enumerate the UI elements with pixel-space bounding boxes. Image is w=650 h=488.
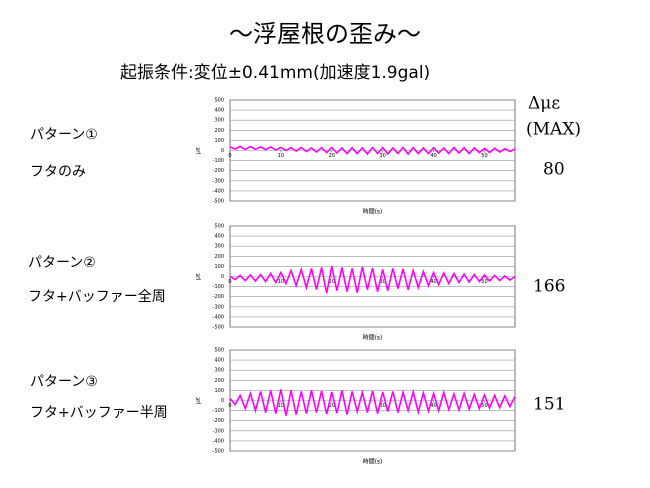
x-tick-label: 40 bbox=[430, 403, 436, 409]
y-axis-label: με bbox=[195, 147, 202, 154]
y-axis-label: με bbox=[195, 397, 202, 404]
y-tick-label: 100 bbox=[214, 264, 224, 270]
slide-title: ～浮屋根の歪み～ bbox=[229, 20, 421, 48]
x-axis-label: 時間(s) bbox=[363, 458, 383, 466]
data-line bbox=[229, 145, 516, 156]
pattern-label: パターン③ bbox=[30, 374, 98, 390]
max-value: 166 bbox=[533, 277, 565, 297]
y-tick-label: 200 bbox=[214, 254, 224, 260]
column-header: Δμε bbox=[528, 94, 560, 114]
subtitle: 起振条件:変位±0.41mm(加速度1.9gal) bbox=[120, 63, 430, 83]
x-tick-label: 20 bbox=[329, 279, 335, 285]
x-axis-label: 時間(s) bbox=[363, 334, 383, 342]
y-tick-label: -300 bbox=[213, 428, 224, 434]
y-tick-label: 500 bbox=[214, 224, 224, 230]
pattern-description: フタ+バッファー全周 bbox=[28, 288, 166, 305]
x-axis-label: 時間(s) bbox=[363, 208, 383, 216]
y-tick-label: -400 bbox=[213, 314, 224, 320]
y-tick-label: 300 bbox=[214, 368, 224, 374]
y-tick-label: 100 bbox=[214, 138, 224, 144]
pattern-label: パターン② bbox=[28, 255, 96, 271]
x-tick-label: 0 bbox=[228, 279, 231, 285]
pattern-description: フタのみ bbox=[30, 164, 86, 180]
y-tick-label: 0 bbox=[221, 274, 224, 280]
y-tick-label: 200 bbox=[214, 128, 224, 134]
y-tick-label: 0 bbox=[221, 148, 224, 154]
pattern-description: フタ+バッファー半周 bbox=[30, 405, 168, 421]
y-tick-label: 400 bbox=[214, 108, 224, 114]
y-tick-label: -100 bbox=[213, 158, 224, 164]
x-tick-label: 30 bbox=[379, 279, 385, 285]
data-line bbox=[229, 388, 516, 416]
y-tick-label: -300 bbox=[213, 304, 224, 310]
y-tick-label: -500 bbox=[213, 199, 224, 205]
y-tick-label: -200 bbox=[213, 418, 224, 424]
max-value: 80 bbox=[543, 160, 565, 180]
y-tick-label: 500 bbox=[214, 98, 224, 104]
y-tick-label: -200 bbox=[213, 294, 224, 300]
x-tick-label: 20 bbox=[329, 403, 335, 409]
y-tick-label: -400 bbox=[213, 188, 224, 194]
pattern-label: パターン① bbox=[30, 127, 98, 143]
x-tick-label: 0 bbox=[228, 403, 231, 409]
x-tick-label: 10 bbox=[278, 153, 284, 159]
y-tick-label: -500 bbox=[213, 325, 224, 331]
x-tick-label: 50 bbox=[481, 279, 487, 285]
y-tick-label: -100 bbox=[213, 408, 224, 414]
y-tick-label: -400 bbox=[213, 438, 224, 444]
x-tick-label: 30 bbox=[379, 153, 385, 159]
x-tick-label: 40 bbox=[430, 153, 436, 159]
y-tick-label: 400 bbox=[214, 234, 224, 240]
x-tick-label: 0 bbox=[228, 153, 231, 159]
data-line bbox=[229, 266, 516, 294]
max-value: 151 bbox=[533, 395, 565, 415]
y-tick-label: -300 bbox=[213, 178, 224, 184]
column-header: (MAX) bbox=[526, 120, 581, 140]
x-tick-label: 10 bbox=[278, 279, 284, 285]
y-tick-label: 100 bbox=[214, 388, 224, 394]
y-tick-label: 300 bbox=[214, 244, 224, 250]
y-tick-label: 0 bbox=[221, 398, 224, 404]
x-tick-label: 30 bbox=[379, 403, 385, 409]
y-tick-label: 300 bbox=[214, 118, 224, 124]
x-tick-label: 40 bbox=[430, 279, 436, 285]
y-tick-label: -100 bbox=[213, 284, 224, 290]
x-tick-label: 50 bbox=[481, 403, 487, 409]
y-tick-label: 400 bbox=[214, 358, 224, 364]
y-tick-label: 500 bbox=[214, 348, 224, 354]
x-tick-label: 20 bbox=[329, 153, 335, 159]
x-tick-label: 50 bbox=[481, 153, 487, 159]
y-tick-label: 200 bbox=[214, 378, 224, 384]
y-axis-label: με bbox=[195, 273, 202, 280]
x-tick-label: 10 bbox=[278, 403, 284, 409]
y-tick-label: -500 bbox=[213, 449, 224, 455]
y-tick-label: -200 bbox=[213, 168, 224, 174]
